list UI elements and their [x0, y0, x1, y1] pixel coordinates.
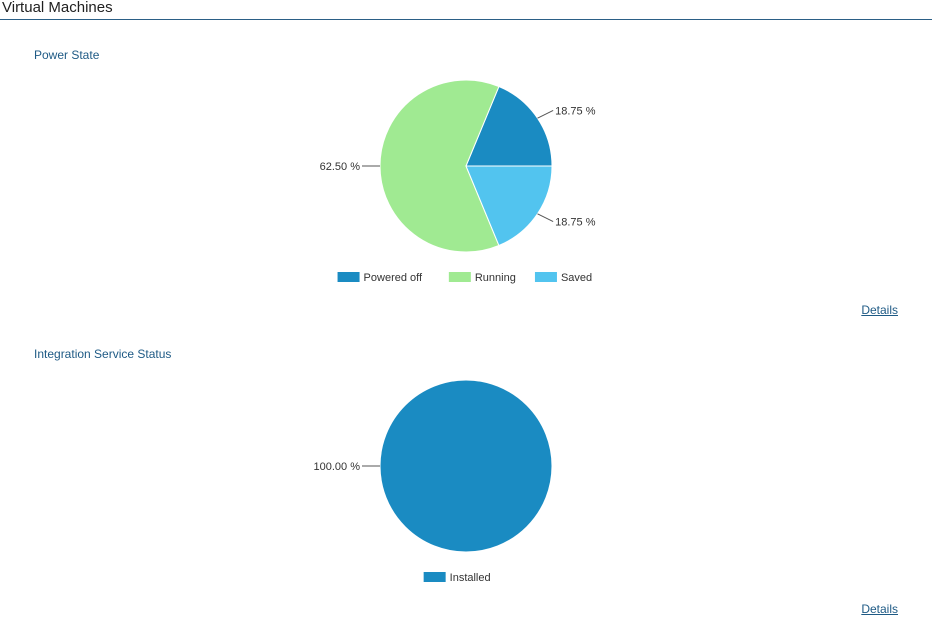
page-title: Virtual Machines	[2, 0, 113, 16]
pie-data-label: 100.00 %	[314, 461, 361, 473]
legend-swatch	[423, 572, 446, 582]
power-state-details-link[interactable]: Details	[861, 303, 898, 317]
integration-service-details-link[interactable]: Details	[861, 602, 898, 616]
legend-item-powered-off[interactable]: Powered off	[337, 272, 423, 284]
integration-service-pie-chart: 100.00 % Installed	[314, 379, 553, 584]
legend-swatch	[448, 272, 471, 282]
pie-data-label: 18.75 %	[555, 105, 596, 117]
legend-item-saved[interactable]: Saved	[534, 272, 592, 284]
page-header: Virtual Machines	[0, 0, 932, 20]
power-state-title: Power State	[34, 48, 100, 62]
power-state-pie-chart: 18.75 % 62.50 % 18.75 % Powered off Running S…	[320, 79, 596, 284]
integration-service-status-title: Integration Service Status	[34, 347, 172, 361]
legend-label: Installed	[450, 572, 491, 584]
pie-data-label: 18.75 %	[555, 217, 596, 229]
legend-item-running[interactable]: Running	[448, 272, 516, 284]
pie-slice-running[interactable]	[379, 79, 500, 253]
pie-leader-line	[537, 213, 554, 223]
legend-label: Saved	[561, 272, 592, 284]
legend-label: Running	[475, 272, 516, 284]
legend-swatch	[337, 272, 360, 282]
legend-label: Powered off	[364, 272, 423, 284]
pie-leader-line	[537, 109, 554, 119]
legend-item-installed[interactable]: Installed	[423, 572, 491, 584]
pie-slice-installed[interactable]	[379, 379, 553, 553]
legend-swatch	[534, 272, 557, 282]
pie-data-label: 62.50 %	[320, 161, 361, 173]
